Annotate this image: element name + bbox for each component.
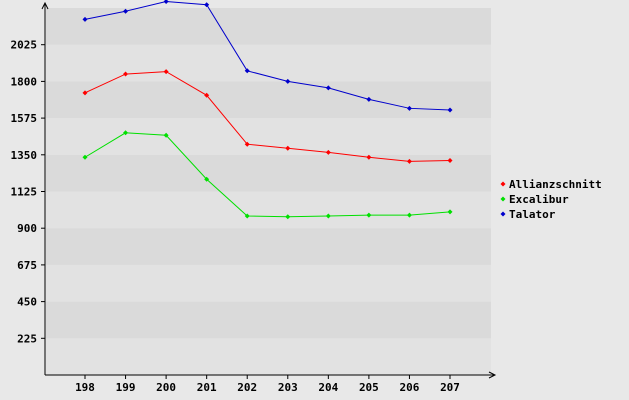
plot-band <box>46 338 491 375</box>
data-point <box>325 149 331 155</box>
x-tick-label: 202 <box>237 381 257 394</box>
legend-marker <box>500 181 506 187</box>
y-tick-label: 2025 <box>11 39 38 52</box>
data-point <box>406 158 412 164</box>
y-axis-ticks: 225 450 675 900 1125 1350 1575 1800 2025 <box>11 39 45 345</box>
plot-band <box>46 44 491 82</box>
legend-item: Talator <box>500 208 556 221</box>
plot-band <box>46 228 491 265</box>
data-point <box>366 154 372 160</box>
y-tick-label: 225 <box>17 332 37 345</box>
data-point <box>204 92 210 98</box>
series-talator <box>82 0 453 113</box>
x-tick-label: 206 <box>400 381 420 394</box>
plot-band <box>46 264 491 302</box>
legend-label: Talator <box>509 208 556 221</box>
x-axis-arrow <box>488 371 497 379</box>
data-point <box>325 213 331 219</box>
data-point <box>325 85 331 91</box>
data-point <box>163 132 169 138</box>
series-line <box>84 0 451 111</box>
data-point <box>406 212 412 218</box>
data-point <box>123 130 129 136</box>
data-point <box>366 96 372 102</box>
plot-band <box>46 191 491 229</box>
series-excalibur <box>82 130 453 220</box>
plot-band <box>46 118 491 155</box>
data-point <box>285 145 291 151</box>
x-tick-label: 198 <box>75 381 95 394</box>
legend-marker <box>500 196 506 202</box>
data-point <box>123 71 129 77</box>
legend-label: Excalibur <box>509 193 569 206</box>
x-tick-label: 207 <box>440 381 460 394</box>
series-group <box>82 0 453 220</box>
data-point <box>366 212 372 218</box>
y-tick-label: 1125 <box>11 186 38 199</box>
legend-label: Allianzschnitt <box>509 178 602 191</box>
axes <box>41 1 497 379</box>
x-tick-label: 200 <box>156 381 176 394</box>
y-tick-label: 675 <box>17 259 37 272</box>
data-point <box>204 2 210 8</box>
y-axis-arrow <box>41 1 49 10</box>
data-point <box>82 16 88 22</box>
plot-band <box>46 8 491 45</box>
data-point <box>285 78 291 84</box>
legend-marker <box>500 211 506 217</box>
data-point <box>163 0 169 4</box>
data-point <box>163 69 169 75</box>
series-line <box>84 132 451 218</box>
series-allianzschnitt <box>82 69 453 164</box>
data-point <box>123 8 129 14</box>
legend: Allianzschnitt Excalibur Talator <box>500 178 602 221</box>
x-tick-label: 201 <box>197 381 217 394</box>
x-tick-label: 204 <box>318 381 338 394</box>
x-tick-label: 199 <box>116 381 136 394</box>
data-point <box>447 107 453 113</box>
data-point <box>82 90 88 96</box>
data-point <box>244 68 250 74</box>
plot-band <box>46 81 491 119</box>
y-tick-label: 1350 <box>11 149 38 162</box>
x-axis-ticks: 198 199 200 201 202 203 204 205 206 207 <box>75 375 460 394</box>
y-tick-label: 1800 <box>11 75 38 88</box>
data-point <box>204 176 210 182</box>
data-point <box>447 158 453 164</box>
plot-background-bands <box>46 8 491 375</box>
legend-item: Allianzschnitt <box>500 178 602 191</box>
plot-band <box>46 154 491 192</box>
data-point <box>244 141 250 147</box>
data-point <box>285 214 291 220</box>
legend-item: Excalibur <box>500 193 569 206</box>
data-point <box>447 209 453 215</box>
x-tick-label: 203 <box>278 381 298 394</box>
x-tick-label: 205 <box>359 381 379 394</box>
series-line <box>84 71 451 162</box>
data-point <box>406 105 412 111</box>
data-point <box>82 154 88 160</box>
plot-band <box>46 301 491 339</box>
y-tick-label: 1575 <box>11 112 38 125</box>
y-tick-label: 900 <box>17 222 37 235</box>
y-tick-label: 450 <box>17 296 37 309</box>
data-point <box>244 213 250 219</box>
